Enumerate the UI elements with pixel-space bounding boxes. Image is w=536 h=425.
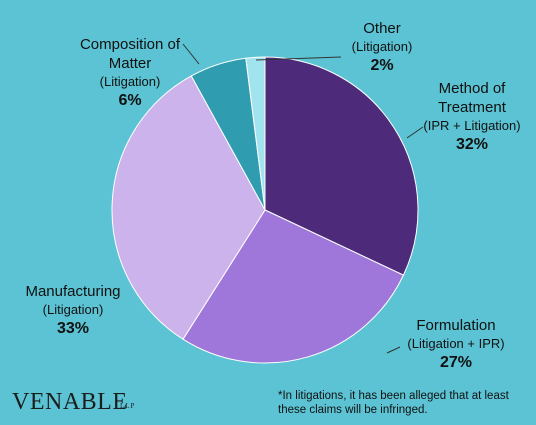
label-method-name-1: Method of xyxy=(438,80,506,97)
label-other-name: Other xyxy=(363,20,401,37)
label-composition-qualifier: (Litigation) xyxy=(99,74,161,89)
label-other: Other (Litigation) 2% xyxy=(338,19,426,76)
label-manufacturing: Manufacturing (Litigation) 33% xyxy=(12,282,134,339)
venable-logo-suffix: LLP xyxy=(120,402,136,410)
label-method-pct: 32% xyxy=(455,136,489,153)
leader-formulation xyxy=(386,346,401,354)
label-other-qualifier: (Litigation) xyxy=(351,39,413,54)
label-composition: Composition of Matter (Litigation) 6% xyxy=(70,35,190,111)
label-method-qualifier: (IPR + Litigation) xyxy=(423,118,521,133)
label-method-name-2: Treatment xyxy=(438,99,506,116)
label-method: Method of Treatment (IPR + Litigation) 3… xyxy=(409,79,535,155)
pie-slice-formulation xyxy=(182,209,405,364)
label-formulation: Formulation (Litigation + IPR) 27% xyxy=(393,316,519,373)
label-formulation-name: Formulation xyxy=(416,317,496,334)
label-composition-name-1: Composition of xyxy=(79,36,181,53)
leader-composition xyxy=(182,43,200,65)
label-manufacturing-name: Manufacturing xyxy=(25,283,121,300)
label-formulation-pct: 27% xyxy=(439,354,473,371)
footnote: *In litigations, it has been alleged tha… xyxy=(278,390,509,416)
label-manufacturing-pct: 33% xyxy=(56,320,90,337)
leader-method xyxy=(406,126,424,139)
label-formulation-qualifier: (Litigation + IPR) xyxy=(407,336,505,351)
pie-slice-other xyxy=(245,56,266,211)
label-manufacturing-qualifier: (Litigation) xyxy=(42,302,104,317)
leader-other xyxy=(255,56,342,61)
label-composition-name-2: Matter xyxy=(108,55,152,72)
venable-logo: VENABLE xyxy=(12,389,128,415)
pie-slice-manufacturing xyxy=(111,75,266,340)
label-other-pct: 2% xyxy=(370,57,394,74)
pie-slice-method-of-treatment xyxy=(264,56,419,276)
label-composition-pct: 6% xyxy=(118,92,142,109)
